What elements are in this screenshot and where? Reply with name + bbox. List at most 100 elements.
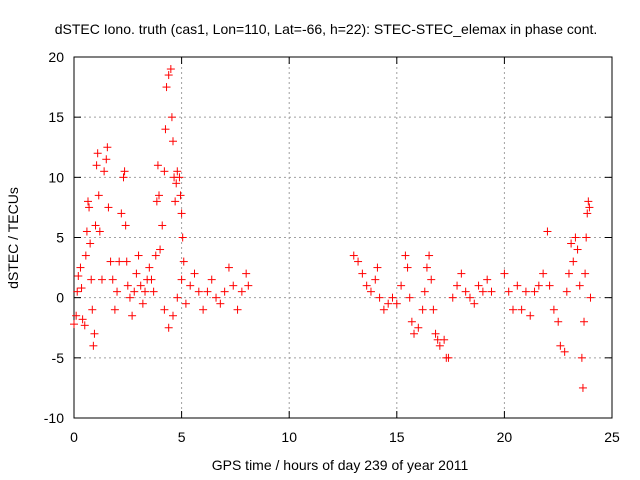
y-tick-label: -5 (52, 350, 65, 366)
x-tick-label: 0 (70, 429, 78, 445)
data-point (530, 287, 539, 296)
data-point (513, 281, 522, 290)
data-point (534, 281, 543, 290)
data-point (444, 353, 453, 362)
y-tick-label: 5 (56, 230, 64, 246)
data-point (77, 284, 86, 293)
data-point (90, 329, 99, 338)
data-point (141, 287, 150, 296)
data-point (194, 287, 203, 296)
data-point (176, 191, 185, 200)
data-point (95, 227, 104, 236)
data-point (539, 269, 548, 278)
data-point (379, 305, 388, 314)
data-point (115, 257, 124, 266)
data-point (125, 293, 134, 302)
data-point (103, 143, 112, 152)
data-point (100, 167, 109, 176)
data-point (562, 287, 571, 296)
data-point (244, 281, 253, 290)
data-point (543, 227, 552, 236)
data-point (581, 269, 590, 278)
data-point (88, 305, 97, 314)
data-point (86, 239, 95, 248)
data-point (407, 317, 416, 326)
data-point (145, 263, 154, 272)
data-point (578, 383, 587, 392)
data-point (483, 275, 492, 284)
data-point (549, 305, 558, 314)
data-point (91, 221, 100, 230)
data-point (401, 251, 410, 260)
data-point (160, 305, 169, 314)
y-tick-label: 0 (56, 290, 64, 306)
data-point (120, 167, 129, 176)
data-point (119, 173, 128, 182)
data-point (161, 125, 170, 134)
data-point (371, 275, 380, 284)
data-point (233, 305, 242, 314)
data-point (427, 275, 436, 284)
data-point (461, 287, 470, 296)
data-point (166, 65, 175, 74)
data-point (545, 281, 554, 290)
data-point (173, 167, 182, 176)
data-point (130, 287, 139, 296)
data-point (158, 221, 167, 230)
data-point (366, 287, 375, 296)
data-point (162, 83, 171, 92)
data-point (160, 167, 169, 176)
data-point (564, 269, 573, 278)
data-point (94, 191, 103, 200)
data-point (156, 245, 165, 254)
data-point (448, 293, 457, 302)
data-point (97, 275, 106, 284)
data-point (85, 203, 94, 212)
axis-ticks: 0 5 10 15 20 25 -10 -5 0 5 10 15 20 (44, 49, 620, 445)
data-point (122, 257, 131, 266)
y-tick-label: 10 (48, 169, 64, 185)
data-point (586, 293, 595, 302)
data-point (560, 347, 569, 356)
data-point (384, 299, 393, 308)
x-tick-label: 20 (497, 429, 513, 445)
data-point (175, 173, 184, 182)
data-point (93, 149, 102, 158)
data-point (128, 311, 137, 320)
data-point (74, 272, 83, 281)
data-point (388, 293, 397, 302)
data-points (70, 65, 595, 392)
data-point (168, 311, 177, 320)
data-point (418, 305, 427, 314)
y-tick-label: -10 (44, 410, 64, 426)
data-point (186, 281, 195, 290)
data-point (121, 221, 130, 230)
data-point (582, 233, 591, 242)
data-point (237, 287, 246, 296)
data-point (136, 281, 145, 290)
data-point (556, 341, 565, 350)
data-point (362, 281, 371, 290)
data-point (403, 263, 412, 272)
data-point (420, 287, 429, 296)
data-point (203, 287, 212, 296)
data-point (584, 197, 593, 206)
data-point (526, 311, 535, 320)
data-point (72, 311, 81, 320)
data-point (577, 353, 586, 362)
data-point (177, 275, 186, 284)
data-point (76, 263, 85, 272)
data-point (354, 257, 363, 266)
data-point (171, 197, 180, 206)
y-tick-label: 15 (48, 109, 64, 125)
data-point (82, 227, 91, 236)
data-point (554, 317, 563, 326)
data-point (132, 269, 141, 278)
data-point (580, 317, 589, 326)
data-point (470, 299, 479, 308)
data-point (177, 209, 186, 218)
data-point (123, 281, 132, 290)
data-point (375, 293, 384, 302)
